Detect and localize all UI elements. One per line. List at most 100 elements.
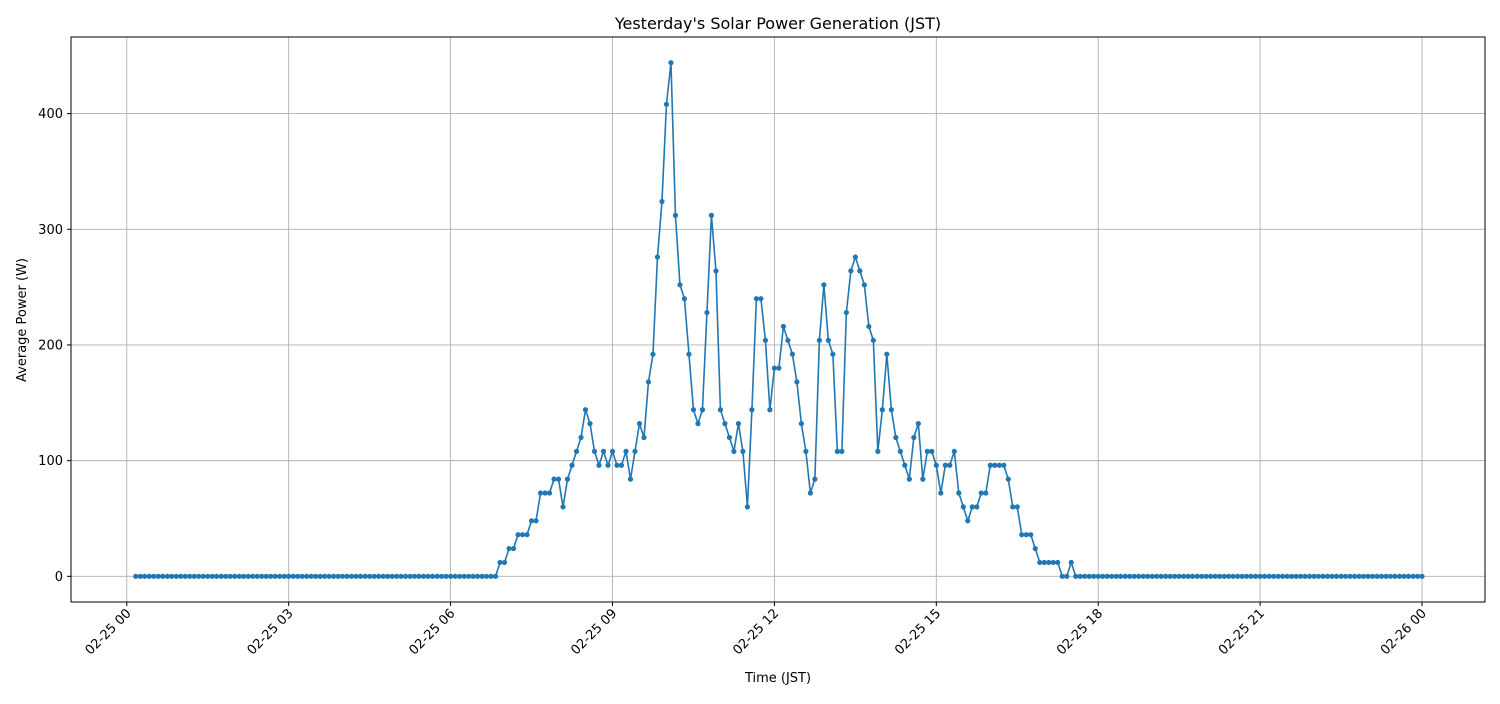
data-point (155, 573, 161, 579)
data-point (839, 448, 845, 454)
data-point (560, 504, 566, 510)
data-point (1284, 573, 1290, 579)
data-point (1176, 573, 1182, 579)
y-tick-label: 200 (38, 338, 63, 353)
data-point (196, 573, 202, 579)
data-point (785, 337, 791, 343)
data-point (888, 407, 894, 413)
data-point (1055, 559, 1061, 566)
data-point (164, 573, 170, 579)
data-point (434, 573, 440, 579)
data-point (236, 573, 242, 579)
data-point (398, 573, 404, 579)
x-tick-label: 02-25 09 (568, 606, 620, 658)
data-point (1351, 573, 1358, 579)
data-point (1091, 573, 1097, 579)
data-point (803, 448, 809, 454)
data-point (1369, 573, 1376, 579)
data-point (1239, 573, 1245, 579)
data-point (524, 532, 530, 538)
data-point (1257, 573, 1263, 579)
data-point (605, 462, 611, 468)
data-point (232, 573, 238, 579)
data-point (146, 573, 152, 579)
data-point (726, 434, 733, 441)
data-point (1212, 573, 1218, 579)
data-point (340, 573, 346, 579)
data-point (893, 434, 899, 441)
data-point (983, 490, 989, 496)
data-point (465, 573, 472, 579)
data-point (686, 351, 692, 357)
data-point (798, 421, 804, 427)
data-point (1221, 573, 1227, 579)
data-point (1140, 573, 1146, 579)
data-point (812, 476, 818, 482)
data-point (834, 448, 840, 454)
data-point (1203, 573, 1209, 579)
data-point (510, 545, 517, 552)
series-markers (133, 60, 1425, 579)
data-point (1113, 573, 1119, 579)
data-point (1077, 573, 1083, 579)
data-point (1073, 573, 1079, 579)
data-point (731, 448, 737, 454)
data-point (205, 573, 211, 579)
data-point (717, 407, 724, 413)
data-point (861, 282, 867, 288)
data-point (1199, 573, 1205, 579)
data-point (376, 573, 382, 579)
data-point (830, 351, 836, 357)
data-point (537, 490, 544, 496)
data-point (924, 448, 930, 454)
data-point (668, 60, 674, 66)
data-point (632, 448, 638, 454)
data-point (515, 532, 521, 538)
data-point (133, 573, 139, 579)
data-point (1342, 573, 1349, 579)
data-point (969, 504, 975, 510)
data-point (295, 573, 301, 579)
data-point (960, 504, 966, 510)
data-point (326, 573, 332, 579)
x-tick-label: 02-25 12 (730, 606, 782, 658)
data-point (645, 379, 652, 385)
data-point (591, 448, 598, 454)
data-point (1019, 532, 1025, 538)
data-point (259, 573, 265, 579)
data-point (1365, 573, 1371, 579)
data-point (173, 573, 179, 579)
data-point (1010, 504, 1016, 510)
data-point (771, 365, 778, 371)
data-point (286, 573, 292, 579)
data-point (1050, 559, 1056, 566)
data-point (1387, 573, 1394, 579)
data-point (519, 532, 526, 538)
data-point (1302, 573, 1308, 579)
data-point (479, 573, 485, 579)
data-point (223, 573, 229, 579)
data-point (182, 573, 188, 579)
data-point (659, 198, 665, 205)
x-tick-label: 02-25 15 (892, 606, 944, 658)
data-point (1266, 573, 1272, 579)
data-point (1122, 573, 1128, 579)
data-point (1145, 573, 1151, 579)
data-point (299, 573, 305, 579)
data-point (1374, 573, 1380, 579)
data-point (789, 351, 795, 357)
data-point (1190, 573, 1196, 579)
data-point (331, 573, 337, 579)
data-point (497, 559, 503, 566)
data-point (848, 268, 854, 274)
series-line (135, 61, 1423, 578)
data-point (578, 434, 584, 441)
data-point (250, 573, 256, 579)
data-point (1217, 573, 1223, 579)
data-point (713, 268, 719, 274)
data-point (663, 101, 670, 107)
data-point (546, 490, 553, 496)
data-point (740, 448, 746, 454)
data-point (933, 462, 939, 468)
data-point (1280, 573, 1286, 579)
